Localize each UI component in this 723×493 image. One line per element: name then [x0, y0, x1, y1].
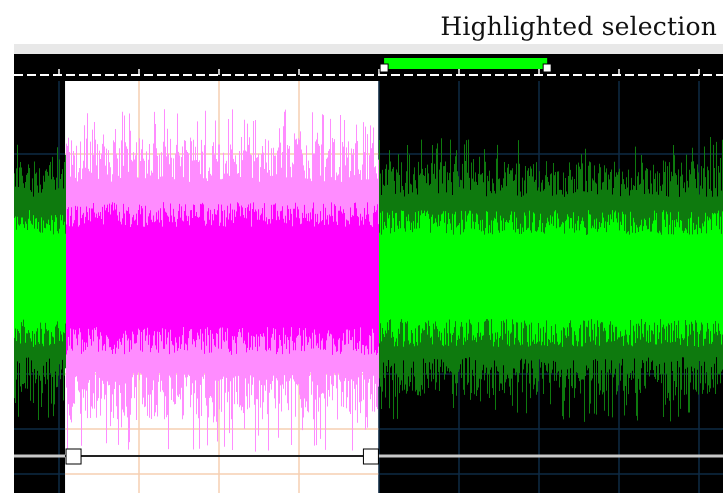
waveform-editor[interactable]	[14, 44, 723, 493]
annotation-caption: Highlighted selection	[440, 12, 717, 41]
envelope-start-handle[interactable]	[65, 448, 82, 465]
highlight-bar-start-handle[interactable]	[379, 63, 389, 73]
timeline-ruler[interactable]	[14, 69, 723, 76]
highlight-bar[interactable]	[384, 58, 548, 69]
envelope-end-handle[interactable]	[362, 448, 379, 465]
waveform-display[interactable]	[14, 44, 723, 493]
waveform-channel	[14, 109, 723, 452]
editor-top-strip	[14, 44, 723, 54]
highlight-bar-end-handle[interactable]	[542, 63, 552, 73]
